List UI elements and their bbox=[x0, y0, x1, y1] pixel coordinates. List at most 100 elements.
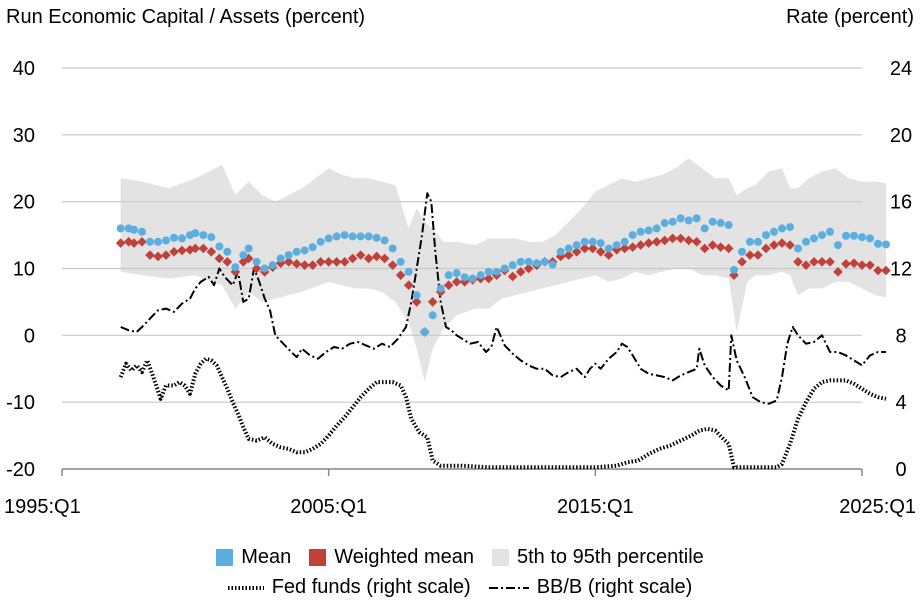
mean-point bbox=[524, 257, 533, 266]
mean-point bbox=[540, 257, 549, 266]
legend-bbb-line bbox=[488, 586, 529, 589]
legend-item-weighted-mean: Weighted mean bbox=[309, 546, 474, 569]
mean-point bbox=[316, 237, 325, 246]
weighted-mean-point bbox=[833, 267, 843, 277]
mean-point bbox=[708, 217, 717, 226]
weighted-mean-point bbox=[403, 280, 414, 291]
weighted-mean-point bbox=[371, 251, 382, 262]
mean-point bbox=[162, 236, 170, 245]
weighted-mean-point bbox=[238, 257, 249, 267]
weighted-mean-point bbox=[857, 260, 867, 270]
mean-point bbox=[239, 251, 248, 260]
x-tick-label: 2025:Q1 bbox=[839, 496, 916, 518]
mean-point bbox=[604, 244, 613, 253]
mean-point bbox=[492, 267, 501, 276]
weighted-mean-point bbox=[627, 242, 638, 252]
weighted-mean-point bbox=[283, 257, 294, 267]
weighted-mean-point bbox=[603, 250, 614, 260]
mean-point bbox=[380, 236, 389, 245]
mean-point bbox=[716, 219, 725, 228]
mean-point bbox=[508, 261, 517, 270]
mean-point bbox=[468, 274, 477, 283]
mean-point bbox=[778, 224, 786, 233]
weighted-mean-point bbox=[761, 243, 771, 254]
mean-point bbox=[866, 234, 874, 243]
weighted-mean-point bbox=[411, 297, 422, 307]
legend-row-1: Mean Weighted mean 5th to 95th percentil… bbox=[0, 546, 920, 569]
mean-point bbox=[834, 241, 842, 250]
mean-point bbox=[802, 237, 810, 246]
weighted-mean-point bbox=[331, 257, 342, 267]
weighted-mean-point bbox=[729, 270, 739, 280]
mean-point bbox=[556, 247, 565, 256]
left-axis-title: Run Economic Capital / Assets (percent) bbox=[6, 6, 366, 28]
weighted-mean-point bbox=[230, 267, 241, 277]
weighted-mean-point bbox=[785, 240, 795, 250]
mean-point bbox=[746, 237, 754, 246]
right-tick-label: 4 bbox=[895, 392, 906, 414]
mean-point bbox=[620, 237, 629, 246]
mean-point bbox=[596, 239, 605, 248]
weighted-mean-point bbox=[699, 243, 710, 254]
mean-point bbox=[412, 291, 421, 300]
weighted-mean-point bbox=[427, 297, 438, 307]
mean-point bbox=[146, 237, 154, 246]
weighted-mean-point bbox=[737, 257, 747, 267]
weighted-mean-point bbox=[190, 243, 201, 254]
mean-point bbox=[548, 260, 557, 269]
weighted-mean-point bbox=[515, 267, 526, 277]
mean-point bbox=[842, 231, 850, 240]
legend-item-bbb: BB/B (right scale) bbox=[488, 576, 693, 599]
mean-point bbox=[356, 232, 365, 241]
mean-point bbox=[260, 264, 269, 273]
weighted-mean-point bbox=[137, 236, 147, 247]
weighted-mean-point bbox=[307, 260, 318, 270]
legend-item-percentile-band: 5th to 95th percentile bbox=[491, 546, 704, 569]
mean-point bbox=[436, 284, 445, 293]
mean-point bbox=[276, 254, 285, 263]
weighted-mean-point bbox=[881, 265, 891, 276]
right-tick-label: 16 bbox=[890, 192, 912, 214]
mean-point bbox=[223, 247, 232, 256]
bbb-line bbox=[120, 192, 886, 405]
mean-point bbox=[130, 225, 138, 234]
mean-point bbox=[762, 231, 770, 240]
weighted-mean-point bbox=[198, 243, 209, 254]
weighted-mean-point bbox=[214, 253, 225, 264]
x-tick-label: 1995:Q1 bbox=[4, 496, 81, 518]
weighted-mean-point bbox=[363, 253, 374, 264]
mean-point bbox=[452, 269, 461, 278]
legend-mean-swatch bbox=[216, 549, 234, 566]
mean-point bbox=[116, 224, 125, 233]
weighted-mean-point bbox=[635, 240, 646, 250]
mean-point bbox=[810, 234, 818, 243]
legend-bbb-label: BB/B (right scale) bbox=[536, 576, 693, 598]
mean-point bbox=[348, 232, 357, 241]
weighted-mean-point bbox=[451, 277, 462, 287]
mean-point bbox=[207, 233, 216, 242]
mean-point bbox=[676, 214, 685, 223]
weighted-mean-point bbox=[443, 280, 454, 291]
weighted-mean-point bbox=[323, 257, 334, 267]
mean-point bbox=[636, 227, 645, 236]
mean-point bbox=[191, 229, 200, 238]
weighted-mean-point bbox=[817, 257, 827, 267]
mean-point bbox=[292, 247, 301, 256]
mean-point bbox=[500, 264, 509, 273]
mean-point bbox=[786, 223, 794, 232]
mean-point bbox=[652, 224, 661, 233]
weighted-mean-point bbox=[161, 250, 171, 260]
mean-point bbox=[460, 273, 469, 282]
weighted-mean-point bbox=[753, 250, 763, 260]
weighted-mean-point bbox=[865, 260, 875, 270]
fed-funds-line bbox=[118, 356, 887, 470]
mean-point bbox=[308, 243, 317, 252]
mean-point bbox=[754, 237, 762, 246]
weighted-mean-point bbox=[825, 257, 835, 267]
weighted-mean-point bbox=[659, 235, 670, 246]
weighted-mean-point bbox=[206, 246, 217, 257]
weighted-mean-point bbox=[643, 238, 654, 248]
mean-point bbox=[660, 219, 669, 228]
weighted-mean-point bbox=[801, 260, 811, 270]
